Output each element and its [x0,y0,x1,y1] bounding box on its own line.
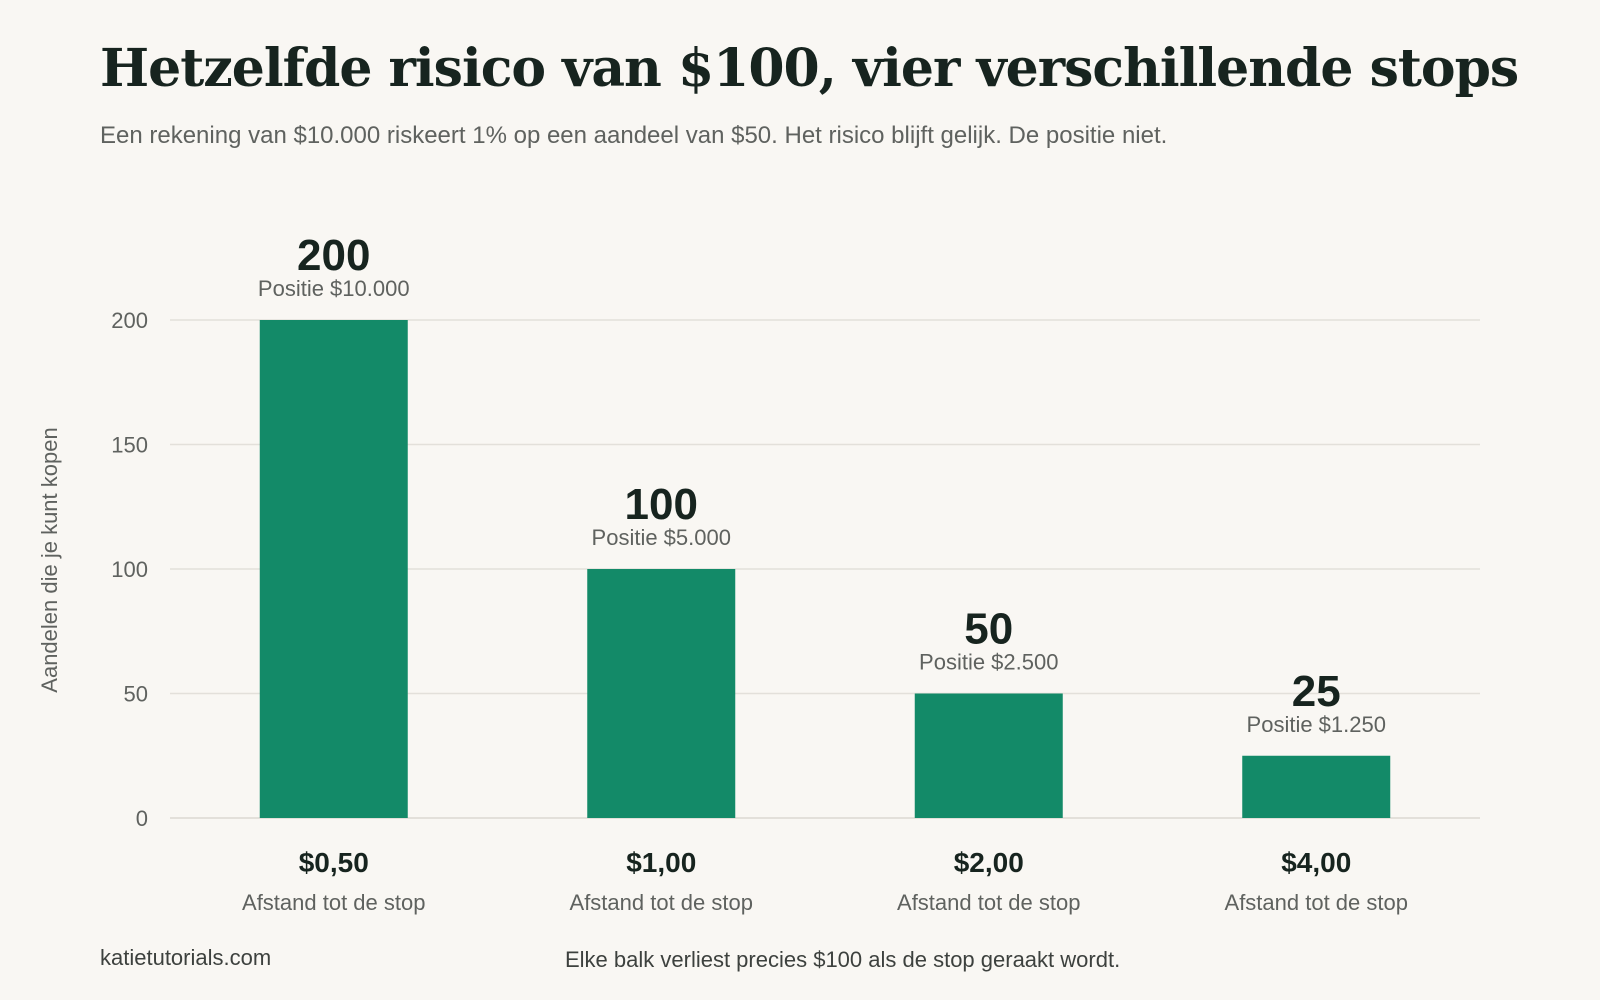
x-tick-label: $4,00 [1281,847,1351,878]
x-tick-sublabel: Afstand tot de stop [1225,890,1408,915]
y-tick-label: 100 [111,557,148,582]
bar [914,693,1063,818]
footer-note: Elke balk verliest precies $100 als de s… [565,947,1121,972]
y-tick-label: 50 [124,682,148,707]
value-label: 25 [1292,667,1341,716]
position-label: Positie $1.250 [1247,712,1386,737]
x-tick-sublabel: Afstand tot de stop [897,890,1080,915]
chart-title: Hetzelfde risico van $100, vier verschil… [100,38,1519,99]
value-label: 50 [964,605,1013,654]
value-label: 100 [625,480,698,529]
x-tick-sublabel: Afstand tot de stop [242,890,425,915]
x-tick-label: $1,00 [626,847,696,878]
y-tick-label: 0 [136,806,148,831]
bar [587,569,736,818]
x-tick-sublabel: Afstand tot de stop [570,890,753,915]
chart-subtitle: Een rekening van $10.000 riskeert 1% op … [100,122,1168,149]
value-label: 200 [297,231,370,280]
x-tick-label: $0,50 [299,847,369,878]
source-credit: katietutorials.com [100,945,272,970]
y-tick-label: 200 [111,308,148,333]
position-label: Positie $10.000 [258,276,410,301]
bar [259,320,408,818]
bar [1242,755,1391,818]
position-label: Positie $2.500 [919,650,1058,675]
x-tick-label: $2,00 [954,847,1024,878]
position-label: Positie $5.000 [592,525,731,550]
y-tick-label: 150 [111,433,148,458]
y-axis-label: Aandelen die je kunt kopen [37,427,62,692]
